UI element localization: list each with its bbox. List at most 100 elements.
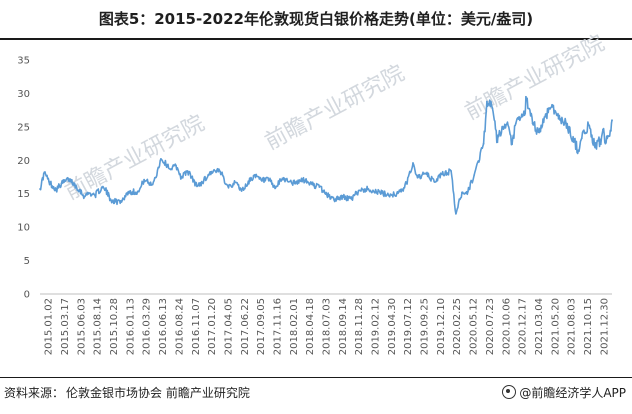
x-tick-label: 2018.09.14 (338, 298, 349, 355)
data-point (491, 107, 494, 109)
data-point (104, 188, 107, 191)
data-point (301, 178, 304, 181)
data-point (150, 184, 153, 186)
x-tick-label: 2021.12.30 (599, 298, 610, 355)
data-point (416, 176, 419, 179)
x-tick-label: 2017.06.22 (240, 298, 251, 355)
data-point (236, 182, 239, 184)
watermark-text: 前瞻产业研究院 (61, 111, 209, 205)
x-tick-label: 2018.11.28 (354, 298, 365, 355)
source-note: 资料来源： 伦敦金银市场协会 前瞻产业研究院 (4, 384, 252, 401)
data-point (350, 198, 353, 201)
data-point (607, 135, 610, 138)
footer-divider (0, 377, 632, 378)
x-tick-label: 2019.02.12 (371, 298, 382, 355)
x-tick-label: 2017.11.16 (272, 298, 283, 355)
data-point (143, 178, 146, 181)
data-point (577, 149, 580, 152)
data-point (597, 138, 600, 141)
x-tick-label: 2015.10.28 (109, 298, 120, 355)
x-tick-label: 2018.04.18 (305, 298, 316, 355)
data-point (358, 189, 360, 192)
data-point (375, 190, 378, 193)
data-point (55, 188, 58, 191)
watermark-text: 前瞻产业研究院 (261, 61, 409, 155)
x-tick-label: 2019.09.25 (420, 298, 431, 355)
data-point (565, 121, 567, 124)
y-tick-label: 5 (24, 256, 30, 267)
data-point (524, 112, 527, 115)
x-tick-label: 2021.05.20 (550, 298, 561, 355)
data-point (318, 186, 321, 188)
data-point (482, 142, 485, 145)
brand-text: @前瞻经济学人APP (519, 386, 626, 400)
data-point (78, 188, 81, 191)
data-point (467, 190, 469, 193)
data-point (202, 179, 205, 182)
data-point (424, 172, 427, 175)
data-point (39, 188, 41, 190)
data-point (514, 122, 517, 125)
data-point (531, 122, 534, 125)
data-point (499, 132, 501, 134)
y-tick-label: 10 (17, 223, 30, 234)
data-point (210, 170, 213, 173)
x-tick-label: 2017.04.05 (223, 298, 234, 355)
x-tick-label: 2016.08.24 (174, 298, 185, 355)
data-point (274, 187, 276, 190)
data-point (294, 182, 297, 185)
data-point (450, 170, 452, 172)
data-point (94, 194, 96, 197)
data-point (114, 200, 117, 203)
data-point (367, 188, 370, 190)
x-tick-label: 2016.11.07 (191, 298, 202, 355)
x-tick-label: 2017.09.05 (256, 298, 267, 355)
data-point (127, 190, 130, 193)
data-point (587, 124, 590, 126)
data-point (441, 173, 443, 176)
data-point (281, 177, 284, 180)
x-tick-label: 2020.10.06 (501, 298, 512, 355)
data-point (186, 170, 189, 172)
watermark-text: 前瞻产业研究院 (461, 31, 609, 125)
data-point (602, 128, 604, 131)
data-point (496, 141, 499, 144)
data-point (604, 142, 607, 145)
data-point (400, 190, 403, 193)
data-point (525, 95, 527, 98)
brand-logo-icon (502, 385, 517, 399)
data-point (455, 212, 457, 215)
x-tick-label: 2019.07.12 (403, 298, 414, 355)
data-point (393, 193, 396, 196)
x-tick-label: 2018.07.03 (322, 298, 333, 355)
y-axis: 0 5 10 15 20 25 30 35 (17, 56, 30, 301)
x-tick-label: 2018.02.01 (289, 298, 300, 355)
x-tick-label: 2020.02.25 (452, 298, 463, 355)
data-point (327, 195, 330, 198)
x-tick-label: 2021.08.03 (567, 298, 578, 355)
data-point (486, 100, 488, 103)
data-point (175, 164, 177, 167)
x-tick-label: 2021.10.15 (583, 298, 594, 355)
data-point (196, 185, 198, 188)
data-point (334, 198, 337, 201)
data-point (610, 130, 612, 132)
x-tick-label: 2015.08.14 (93, 298, 104, 355)
data-point (154, 176, 157, 179)
source-text: 伦敦金银市场协会 前瞻产业研究院 (66, 386, 250, 400)
x-axis: 2015.01.02 2015.03.17 2015.06.03 2015.08.14… (40, 293, 612, 355)
x-tick-label: 2015.01.02 (44, 298, 55, 355)
data-point (240, 190, 243, 192)
x-tick-label: 2016.01.13 (125, 298, 136, 355)
y-tick-label: 0 (24, 290, 30, 301)
data-point (160, 158, 162, 160)
x-tick-label: 2017.01.20 (207, 298, 218, 355)
data-point (405, 182, 408, 185)
brand-credit: @前瞻经济学人APP (502, 384, 626, 401)
data-point (268, 179, 271, 182)
x-tick-label: 2015.06.03 (76, 298, 87, 355)
data-point (109, 198, 112, 201)
data-point (384, 193, 387, 196)
